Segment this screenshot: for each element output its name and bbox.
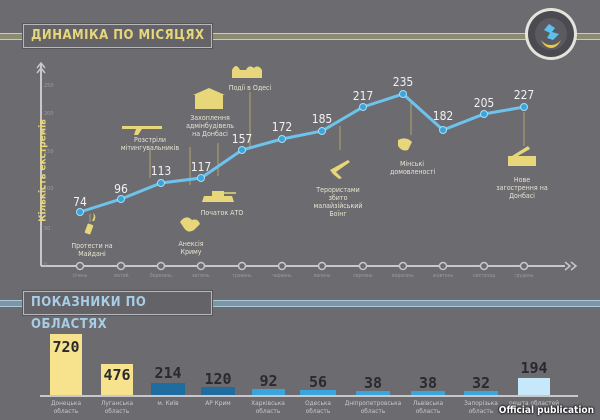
- bar-value: 92: [259, 372, 278, 390]
- section-title-regions: ПОКАЗНИКИ ПО ОБЛАСТЯХ: [23, 291, 212, 332]
- month-label: серпень: [353, 273, 373, 279]
- svg-text:50: 50: [44, 226, 50, 232]
- value-label-nov: 205: [473, 96, 495, 110]
- monthly-line-chart: 0 50 100 150 200 250: [36, 61, 578, 271]
- region-label: Запорізька область: [464, 399, 498, 415]
- bar-dnipro: [356, 391, 390, 395]
- value-label-feb: 96: [114, 182, 128, 196]
- y-axis-title-text: Кількість екстремів: [37, 119, 49, 222]
- month-label: квітень: [192, 273, 210, 279]
- section-title-regions-text: ПОКАЗНИКИ ПО ОБЛАСТЯХ: [31, 295, 147, 332]
- value-label-sep: 235: [392, 75, 414, 89]
- bar-value: 56: [308, 373, 328, 391]
- month-label: травень: [232, 273, 252, 279]
- bar-value: 120: [204, 370, 232, 388]
- value-label-mar: 113: [150, 164, 172, 178]
- annotation-escalation: Нове загострення на Донбасі: [496, 176, 548, 200]
- svg-text:100: 100: [44, 186, 54, 192]
- bar-luhansk: [101, 364, 133, 395]
- bar-other-regions: [518, 378, 550, 395]
- header-stripe-monthly: [0, 33, 600, 40]
- region-label: Одеська область: [304, 399, 332, 415]
- annotation-minsk: Мінські домовленості: [390, 160, 436, 176]
- annotation-buildings: Захоплення адмінбудівель на Донбасі: [186, 114, 234, 138]
- section-title-monthly-text: ДИНАМІКА ПО МІСЯЦЯХ: [31, 28, 205, 43]
- bar-value: 194: [520, 359, 548, 377]
- svg-text:0: 0: [44, 262, 47, 268]
- region-label: Донецька область: [50, 399, 82, 415]
- svg-text:250: 250: [44, 83, 54, 89]
- svg-text:200: 200: [44, 111, 54, 117]
- month-label: листопад: [472, 273, 496, 279]
- y-axis-title: Кількість екстремів: [38, 96, 49, 246]
- region-label: Луганська область: [100, 399, 134, 415]
- value-label-dec: 227: [513, 88, 535, 102]
- annotation-odesa: Події в Одесі: [228, 84, 272, 92]
- svg-text:150: 150: [44, 149, 54, 155]
- bar-kharkiv: [252, 389, 285, 395]
- organization-logo: [525, 8, 577, 60]
- regions-bar-chart: 720 476 214 120 92 56 38 38 32 194 Донец…: [0, 320, 600, 420]
- region-label: м. Київ: [157, 399, 179, 407]
- region-label: решта областей: [508, 399, 560, 407]
- annotation-ato: Початок АТО: [200, 209, 244, 217]
- value-label-oct: 182: [432, 109, 454, 123]
- month-label: червень: [272, 273, 292, 279]
- value-label-apr: 117: [190, 160, 212, 174]
- bar-odesa: [300, 390, 336, 395]
- bar-lviv: [411, 391, 445, 395]
- dove-emblem-icon: [528, 11, 574, 57]
- bar-baseline: [40, 395, 578, 397]
- header-stripe-regions: [0, 300, 600, 307]
- value-label-may: 157: [231, 132, 253, 146]
- month-label: березень: [150, 273, 172, 279]
- watermark: Official publication: [498, 405, 594, 416]
- bar-crimea: [201, 387, 235, 395]
- bar-donetsk: [50, 334, 82, 395]
- month-label: липень: [313, 273, 331, 279]
- region-label: Дніпропетровська область: [344, 399, 402, 415]
- region-label: Харківська область: [251, 399, 285, 415]
- bar-value: 214: [154, 364, 182, 382]
- bar-value: 720: [52, 338, 80, 356]
- month-label: жовтень: [432, 273, 454, 279]
- month-label: січень: [72, 273, 88, 279]
- value-label-jan: 74: [73, 195, 87, 209]
- bar-value: 476: [103, 366, 131, 384]
- bar-value: 38: [363, 374, 383, 392]
- month-label: вересень: [392, 273, 414, 279]
- month-label: грудень: [514, 273, 534, 279]
- month-label: лютий: [113, 273, 129, 279]
- value-label-jun: 172: [271, 120, 293, 134]
- bar-value: 32: [471, 374, 491, 392]
- region-label: АР Крим: [205, 399, 231, 407]
- section-title-monthly: ДИНАМІКА ПО МІСЯЦЯХ: [23, 24, 212, 48]
- annotation-shootings: Розстріли мітингувальників: [120, 136, 180, 152]
- region-label: Львівська область: [412, 399, 444, 415]
- annotation-maidan: Протести на Майдані: [71, 242, 113, 258]
- annotation-mh17: Терористами збито малайзійський Боїнг: [313, 186, 363, 218]
- bar-value: 38: [418, 374, 438, 392]
- bar-kyiv: [151, 383, 185, 395]
- annotation-crimea: Анексія Криму: [178, 240, 204, 256]
- value-label-aug: 217: [352, 89, 374, 103]
- value-label-jul: 185: [311, 112, 333, 126]
- bar-zaporizhzhia: [464, 391, 498, 395]
